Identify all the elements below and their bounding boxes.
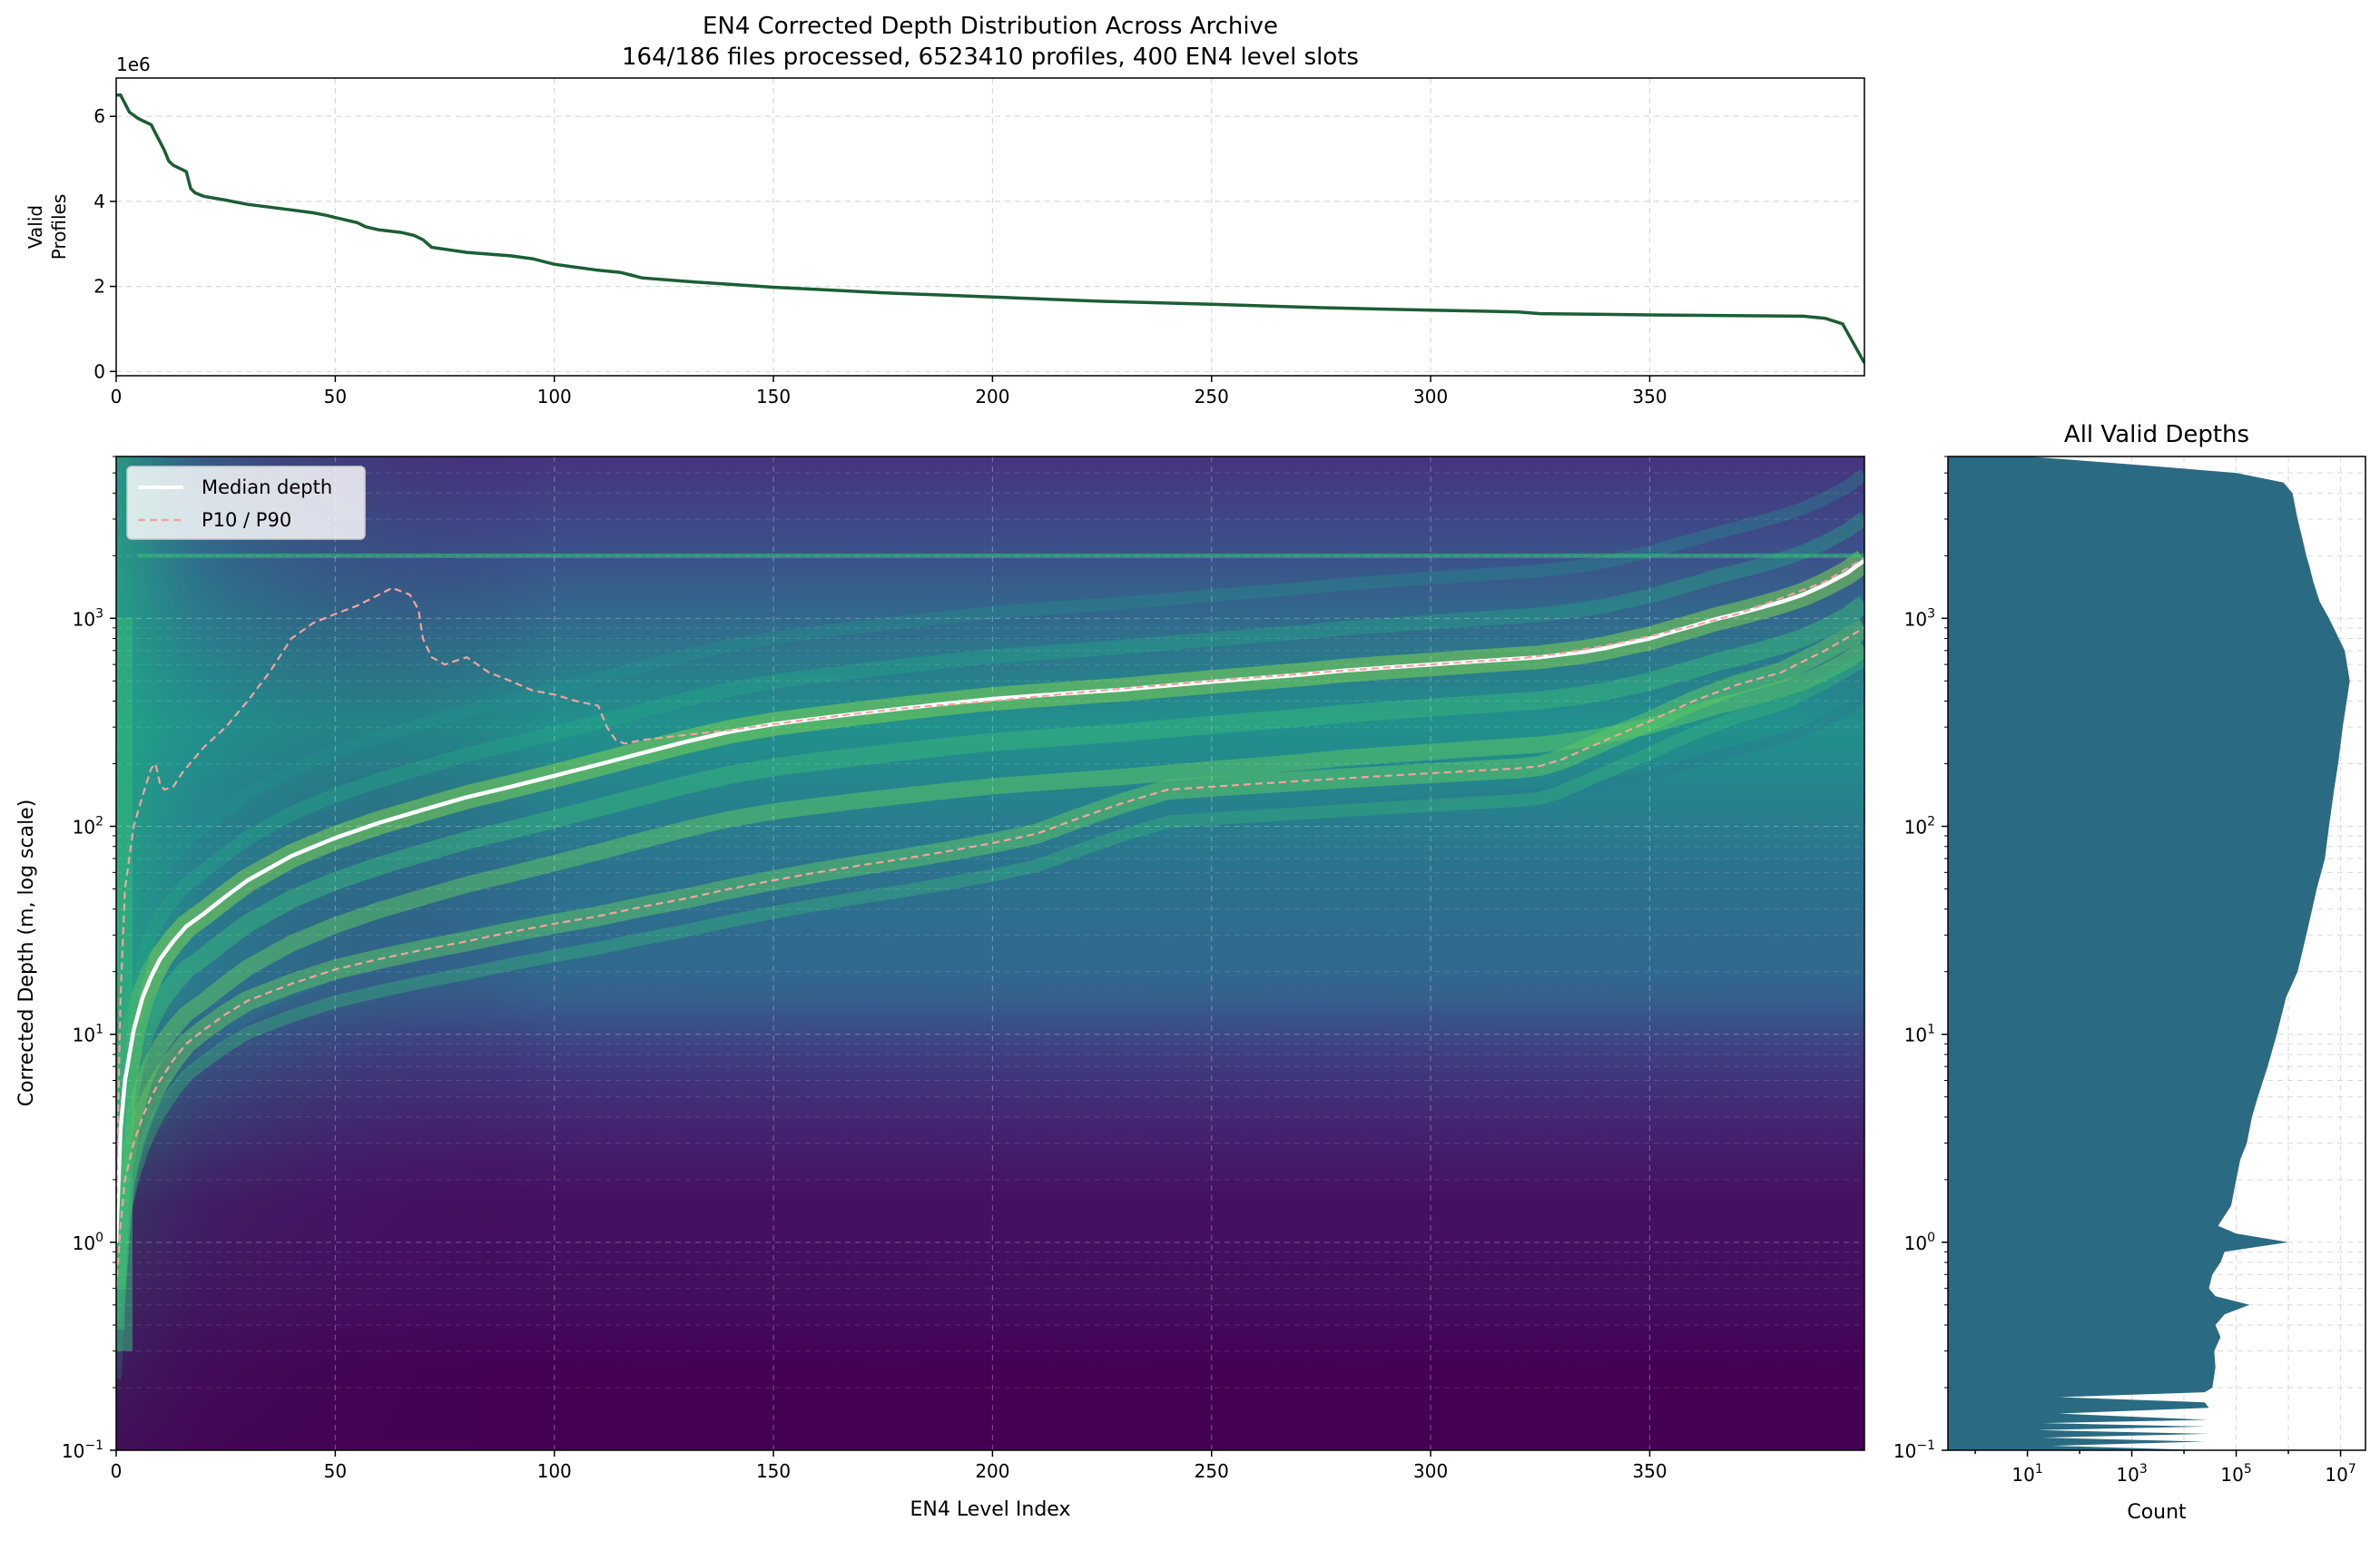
valid-profiles-line [116,93,1864,364]
valid-profiles-xtick-label: 350 [1632,386,1667,407]
heatmap-legend: Median depth P10 / P90 [126,466,366,540]
heatmap-xtick-label: 0 [111,1460,123,1482]
heatmap-ytick-label: 100 [73,1231,103,1254]
valid-profiles-ticks: 0 50 100 150 200 250 300 350 0 2 4 6 [93,105,1667,407]
heatmap-frame [115,456,1865,1451]
heatmap-xtick-label: 50 [324,1460,347,1482]
heatmap-series [116,556,1864,1289]
all-valid-depths-xtick-label: 101 [2011,1462,2042,1486]
p90-line [116,556,1864,1206]
valid-profiles-frame [115,77,1865,377]
heatmap-ytick-label: 102 [73,814,103,838]
all-valid-depths-xtick-label: 103 [2116,1462,2147,1486]
valid-profiles-ytick-label: 2 [93,276,105,298]
heatmap-xtick-label: 200 [975,1460,1009,1482]
all-valid-depths-ytick-label: 10−1 [1893,1438,1935,1462]
heatmap-ytick-label: 101 [73,1023,103,1046]
heatmap-density-band [116,654,1864,1321]
valid-profiles-xtick-label: 50 [324,386,347,407]
legend-box [126,466,366,540]
all-valid-depths-ytick-label: 100 [1904,1231,1935,1254]
depth-heatmap-panel: 0 50 100 150 200 250 300 350 10−1 100 101 102 103 EN… [15,456,1865,1521]
heatmap-xtick-label: 350 [1632,1460,1667,1482]
heatmap-xtick-label: 100 [537,1460,572,1482]
heatmap-xlabel: EN4 Level Index [910,1498,1071,1521]
all-valid-depths-ytick-label: 103 [1904,606,1935,630]
legend-median-label: Median depth [202,476,332,498]
legend-percentile-label: P10 / P90 [202,509,291,531]
heatmap-xtick-label: 300 [1413,1460,1448,1482]
heatmap-ytick-label: 10−1 [62,1438,103,1462]
figure-title-line2: 164/186 files processed, 6523410 profile… [622,44,1359,71]
figure-title-line1: EN4 Corrected Depth Distribution Across … [703,13,1278,40]
valid-profiles-xtick-label: 250 [1195,386,1229,407]
valid-profiles-ylabel-line2: Profiles [48,194,70,260]
valid-profiles-ytick-label: 4 [93,191,105,212]
valid-profiles-panel: 0 50 100 150 200 250 300 350 0 2 4 6 1e6 Valid Prof… [25,54,1865,407]
heatmap-ytick-label: 103 [73,606,103,630]
heatmap-density-band [116,468,1864,1156]
valid-profiles-ytick-label: 6 [93,105,105,127]
heatmap-xtick-label: 150 [756,1460,791,1482]
heatmap-ticks: 0 50 100 150 200 250 300 350 10−1 100 101 102 103 [62,456,1667,1482]
valid-profiles-xtick-label: 0 [111,386,123,407]
all-valid-depths-xtick-label: 107 [2325,1462,2355,1486]
valid-profiles-xtick-label: 300 [1413,386,1448,407]
valid-profiles-xtick-label: 200 [975,386,1009,407]
valid-profiles-xtick-label: 100 [537,386,572,407]
all-valid-depths-ytick-label: 102 [1904,814,1935,838]
valid-profiles-ylabel-line1: Valid [25,205,46,249]
all-valid-depths-area [1948,456,2350,1450]
p10-line [116,626,1864,1289]
valid-profiles-grid [115,78,1864,376]
valid-profiles-xtick-label: 150 [756,386,791,407]
median-depth-line [116,558,1864,1242]
heatmap-density-band [116,512,1864,1201]
heatmap-xtick-label: 250 [1195,1460,1229,1482]
heatmap-density-band [116,595,1864,1286]
all-valid-depths-title: All Valid Depths [2064,421,2249,448]
heatmap-ylabel: Corrected Depth (m, log scale) [15,800,38,1107]
all-valid-depths-ytick-label: 101 [1904,1023,1935,1046]
valid-profiles-ytick-label: 0 [93,360,105,382]
all-valid-depths-xlabel: Count [2127,1501,2187,1524]
all-valid-depths-frame [1947,456,2366,1451]
all-valid-depths-xtick-label: 105 [2220,1462,2251,1486]
valid-profiles-multiplier: 1e6 [116,54,151,75]
all-valid-depths-ticks: 10−1 100 101 102 103 101 103 105 107 [1893,456,2356,1486]
